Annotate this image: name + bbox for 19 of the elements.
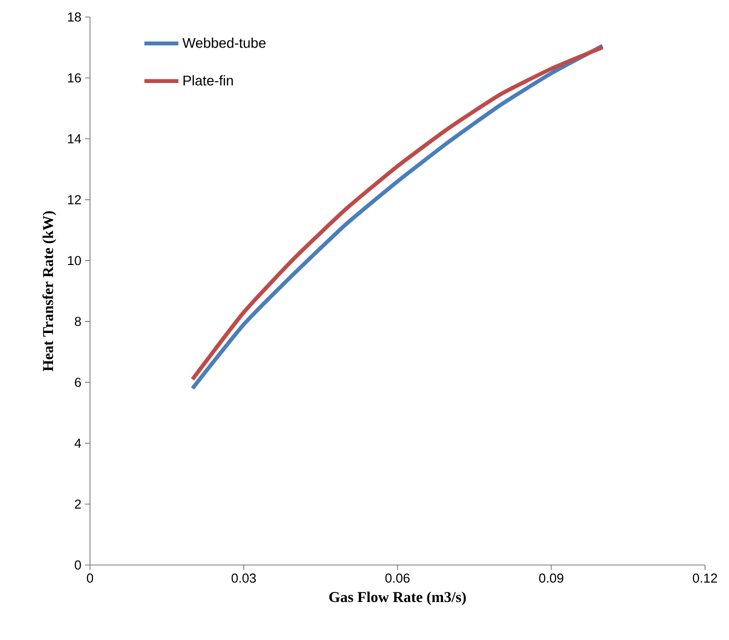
y-tick-label: 12 xyxy=(68,195,81,204)
y-tick-label: 4 xyxy=(74,438,82,448)
y-tick-label: 14 xyxy=(68,134,82,144)
x-tick-label: 0.09 xyxy=(539,574,564,583)
x-tick-label: 0.12 xyxy=(692,574,718,583)
x-tick-label: 0 xyxy=(86,574,94,583)
y-tick-label: 0 xyxy=(74,560,81,570)
y-tick-label: 16 xyxy=(68,73,81,82)
y-tick-label: 8 xyxy=(74,316,81,326)
x-axis-title: Gas Flow Rate (m3/s) xyxy=(329,592,466,606)
y-tick-label: 2 xyxy=(74,500,81,509)
x-tick-label: 0.06 xyxy=(385,574,410,583)
y-tick-label: 10 xyxy=(68,256,81,266)
legend-label: Plate-fin xyxy=(184,75,233,86)
x-tick-label: 0.03 xyxy=(232,574,256,583)
y-tick-label: 18 xyxy=(68,12,81,22)
legend-label: Webbed-tube xyxy=(182,38,266,48)
y-tick-label: 6 xyxy=(74,378,81,387)
y-axis-title: Heat Transfer Rate (kW) xyxy=(42,211,56,372)
